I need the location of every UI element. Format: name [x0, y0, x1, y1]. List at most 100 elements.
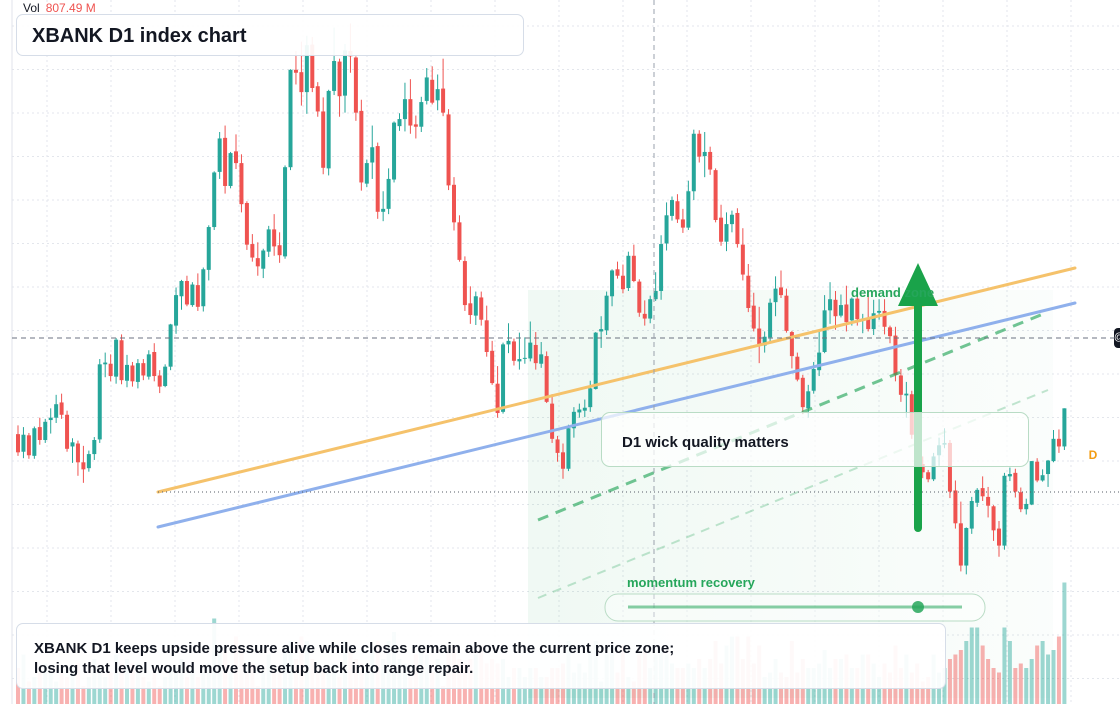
candle-body [21, 434, 26, 452]
volume-bar [337, 677, 342, 704]
candle-body [969, 501, 974, 529]
candle-body [54, 404, 59, 418]
volume-readout: Vol 807.49 M [23, 1, 96, 15]
candle-body [931, 456, 936, 480]
candle-body [1056, 438, 1061, 447]
candle-body [773, 288, 778, 303]
candle-body [975, 489, 980, 503]
volume-bar [958, 650, 963, 704]
dividend-marker[interactable]: D [1084, 447, 1102, 464]
candle-body [457, 222, 462, 260]
candle-body [1062, 408, 1067, 447]
candle-body [195, 285, 200, 307]
candle-body [849, 298, 854, 321]
candle-body [610, 270, 615, 297]
candle-body [904, 393, 909, 396]
candle-body [539, 354, 544, 364]
candle-body [359, 110, 364, 183]
candle-body [1035, 461, 1040, 481]
candle-body [604, 295, 609, 331]
candle-body [735, 212, 740, 245]
candle-body [757, 328, 762, 345]
candle-body [817, 352, 822, 371]
candle-body [1013, 472, 1018, 492]
candle-body [152, 352, 157, 377]
volume-bar [539, 677, 544, 704]
candle-body [615, 269, 620, 276]
candle-body [343, 50, 347, 96]
candle-body [293, 69, 298, 73]
volume-bar [980, 645, 985, 704]
candle-body [490, 350, 495, 384]
volume-bar [1018, 663, 1023, 704]
candle-body [337, 61, 342, 97]
candle-body [582, 407, 587, 411]
summary-line-1: XBANK D1 keeps upside pressure alive whi… [34, 640, 675, 657]
candle-body [719, 217, 724, 242]
volume-bar [991, 668, 996, 704]
candle-body [1007, 474, 1012, 477]
volume-bar [1046, 654, 1051, 704]
candle-body [217, 138, 222, 172]
volume-bar [54, 681, 59, 704]
candle-body [751, 305, 756, 329]
wick-quality-text: D1 wick quality matters [622, 434, 789, 451]
candle-body [680, 219, 685, 228]
volume-bar [1035, 645, 1040, 704]
candle-body [250, 244, 255, 258]
candle-body [637, 281, 642, 313]
candle-body [255, 258, 260, 267]
candle-body [92, 440, 97, 455]
candle-body [234, 151, 238, 164]
candle-body [888, 327, 892, 337]
candle-body [588, 388, 593, 408]
volume-bar [32, 677, 37, 704]
price-axis-badge[interactable]: @ [1114, 328, 1120, 348]
candle-body [441, 88, 446, 113]
candle-body [740, 244, 745, 275]
volume-bar [975, 627, 980, 704]
volume-bar [964, 641, 969, 704]
candle-body [1051, 438, 1056, 462]
candle-body [768, 302, 773, 338]
volume-bar [26, 681, 31, 704]
candle-body [571, 411, 576, 429]
candle-body [397, 119, 402, 127]
volume-bar [1062, 582, 1067, 704]
candle-body [413, 124, 418, 127]
candle-body [806, 391, 811, 409]
candle-body [795, 356, 800, 380]
momentum-slider-knob[interactable] [912, 601, 924, 613]
candle-body [664, 215, 669, 244]
candle-body [528, 342, 533, 359]
candle-body [1040, 475, 1045, 481]
candle-body [184, 281, 189, 305]
candle-body [533, 344, 538, 364]
volume-bar [1051, 650, 1056, 704]
candle-body [501, 344, 506, 412]
candle-body [986, 496, 991, 506]
candle-body [59, 402, 64, 415]
candle-body [65, 414, 70, 449]
candle-body [833, 299, 838, 317]
volume-bar [195, 677, 200, 704]
candle-body [631, 255, 636, 282]
volume-bar [784, 677, 789, 704]
candle-body [550, 403, 555, 439]
candle-body [964, 528, 969, 566]
candle-body [626, 255, 631, 289]
candle-body [642, 313, 647, 319]
candle-body [926, 472, 931, 480]
candle-body [364, 163, 369, 184]
candle-body [239, 163, 244, 205]
candle-body [125, 364, 129, 381]
candle-body [686, 191, 691, 228]
volume-bar [986, 659, 991, 704]
wick-quality-note: D1 wick quality matters [601, 412, 1029, 467]
candle-body [435, 89, 440, 101]
candle-body [675, 201, 680, 220]
candle-body [947, 442, 952, 492]
candle-body [893, 335, 898, 375]
volume-bar [506, 677, 511, 704]
